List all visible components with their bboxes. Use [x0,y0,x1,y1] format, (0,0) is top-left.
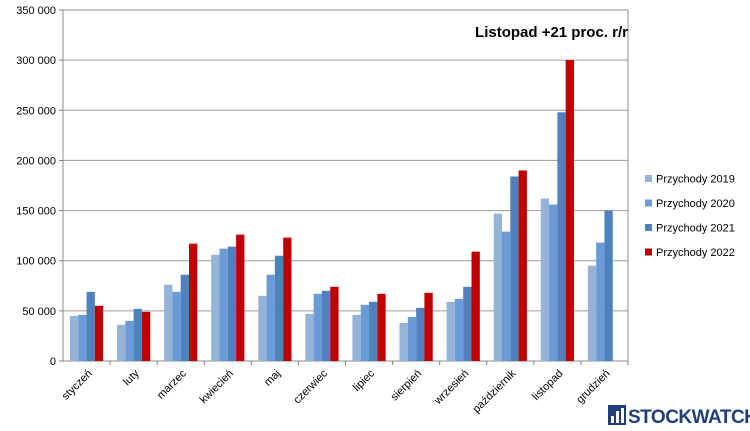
bar [454,298,464,361]
x-tick-label: lipiec [351,367,378,394]
logo-text: STOCKWATCH [628,407,750,428]
bar [416,307,425,361]
bar [471,251,480,361]
bar [172,291,181,361]
x-tick-label: październik [471,367,519,415]
bar [141,311,151,361]
bar [321,290,331,361]
bar [117,324,126,361]
x-tick-label: grudzień [574,368,612,406]
bar [258,295,267,361]
bar [305,313,314,361]
bar [78,314,87,361]
y-tick-label: 350 000 [16,5,56,17]
bar [330,286,339,361]
y-tick-label: 50 000 [22,306,56,318]
bar [86,291,95,361]
bar [540,198,550,361]
bar [596,242,605,361]
y-tick-label: 200 000 [16,155,56,167]
legend-label: Przychody 2022 [656,247,735,259]
y-tick-label: 100 000 [16,256,56,268]
bar [407,316,417,361]
bar [133,308,142,361]
bar [313,293,322,361]
legend-label: Przychody 2019 [656,174,735,186]
bar [360,304,370,361]
bar [557,112,566,361]
x-tick-label: sierpień [389,368,425,404]
y-tick-label: 250 000 [16,105,56,117]
bar [493,213,502,361]
bar [377,293,386,361]
y-tick-label: 300 000 [16,55,56,67]
x-tick-label: styczeń [60,368,95,403]
legend: Przychody 2019 Przychody 2020 Przychody 20… [645,174,735,259]
bar [219,248,228,361]
bar [587,265,597,361]
bar [125,320,134,361]
legend-label: Przychody 2020 [656,198,735,210]
bar [164,284,173,361]
bar [501,231,511,361]
bar [463,286,472,361]
x-tick-label: marzec [155,367,189,401]
y-tick-label: 150 000 [16,206,56,218]
x-tick-label: wrzesień [431,368,471,408]
stockwatch-logo: STOCKWATCH [608,405,750,428]
x-tick-label: listopad [530,368,565,403]
y-axis: 0 50 000 100 000 150 000 200 000 250 000 300 0… [16,5,63,368]
bar [446,301,455,361]
bar [69,315,79,361]
bar [510,176,519,361]
x-tick-label: kwiecień [198,368,236,406]
x-axis: styczeń luty marzec kwiecień maj czerwiec lipi… [60,361,629,415]
bar [518,170,527,361]
bar [274,255,284,361]
legend-swatch [645,175,652,182]
y-tick-label: 0 [50,356,56,368]
bars [69,60,613,362]
x-tick-label: luty [121,367,142,388]
chart-logo-icon [608,405,626,425]
bar [352,314,361,361]
x-tick-label: czerwiec [291,367,330,406]
chart-title: Listopad +21 proc. r/r [475,24,628,41]
bar [211,254,220,361]
grid-lines [62,9,629,362]
x-tick-label: maj [262,368,283,389]
legend-swatch [645,224,652,231]
bar [94,305,104,361]
bar [604,210,613,361]
bar [236,234,245,361]
bar [266,274,275,361]
bar [227,246,237,361]
bar [565,60,574,362]
legend-label: Przychody 2021 [656,223,735,235]
bar [399,322,408,361]
bar [549,204,558,361]
bar [369,301,378,361]
bar [180,274,190,361]
legend-swatch [645,199,652,207]
bar [283,237,292,361]
legend-swatch [645,248,652,256]
bar [424,292,433,361]
bar [189,243,198,361]
